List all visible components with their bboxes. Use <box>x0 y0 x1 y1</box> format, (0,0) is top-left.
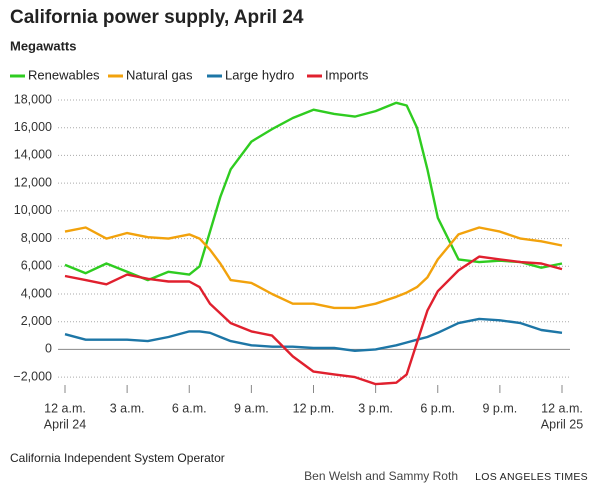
legend-label: Natural gas <box>126 67 193 82</box>
x-tick-label: 6 p.m. <box>420 401 455 415</box>
y-tick-label: 4,000 <box>21 286 52 300</box>
y-tick-label: 8,000 <box>21 231 52 245</box>
series-line <box>64 255 563 386</box>
x-tick-label: 12 a.m. <box>44 401 86 415</box>
y-tick-label: 16,000 <box>14 120 52 134</box>
chart-title: California power supply, April 24 <box>10 7 304 28</box>
credit: Ben Welsh and Sammy Roth <box>304 469 458 483</box>
y-tick-label: 0 <box>45 342 52 356</box>
series-line <box>64 101 563 282</box>
y-tick-label: 12,000 <box>14 175 52 189</box>
legend-label: Imports <box>325 67 369 82</box>
x-tick-label: 3 p.m. <box>358 401 393 415</box>
x-end-date: April 25 <box>541 417 583 431</box>
y-tick-label: 2,000 <box>21 314 52 328</box>
x-tick-label: 3 a.m. <box>110 401 145 415</box>
x-tick-label: 6 a.m. <box>172 401 207 415</box>
source: California Independent System Operator <box>10 451 225 465</box>
x-tick-label: 9 a.m. <box>234 401 269 415</box>
publisher: LOS ANGELES TIMES <box>475 471 588 483</box>
y-tick-label: 14,000 <box>14 148 52 162</box>
chart-subtitle: Megawatts <box>10 38 76 53</box>
x-tick-label: 12 a.m. <box>541 401 583 415</box>
y-tick-label: 18,000 <box>14 92 52 106</box>
legend-label: Renewables <box>28 67 100 82</box>
y-tick-label: −2,000 <box>13 369 52 383</box>
x-tick-label: 9 p.m. <box>483 401 518 415</box>
y-tick-label: 10,000 <box>14 203 52 217</box>
x-tick-label: 12 p.m. <box>293 401 335 415</box>
series-line <box>64 317 563 352</box>
legend-label: Large hydro <box>225 67 294 82</box>
y-tick-label: 6,000 <box>21 259 52 273</box>
series-line <box>64 226 563 310</box>
x-start-date: April 24 <box>44 417 86 431</box>
